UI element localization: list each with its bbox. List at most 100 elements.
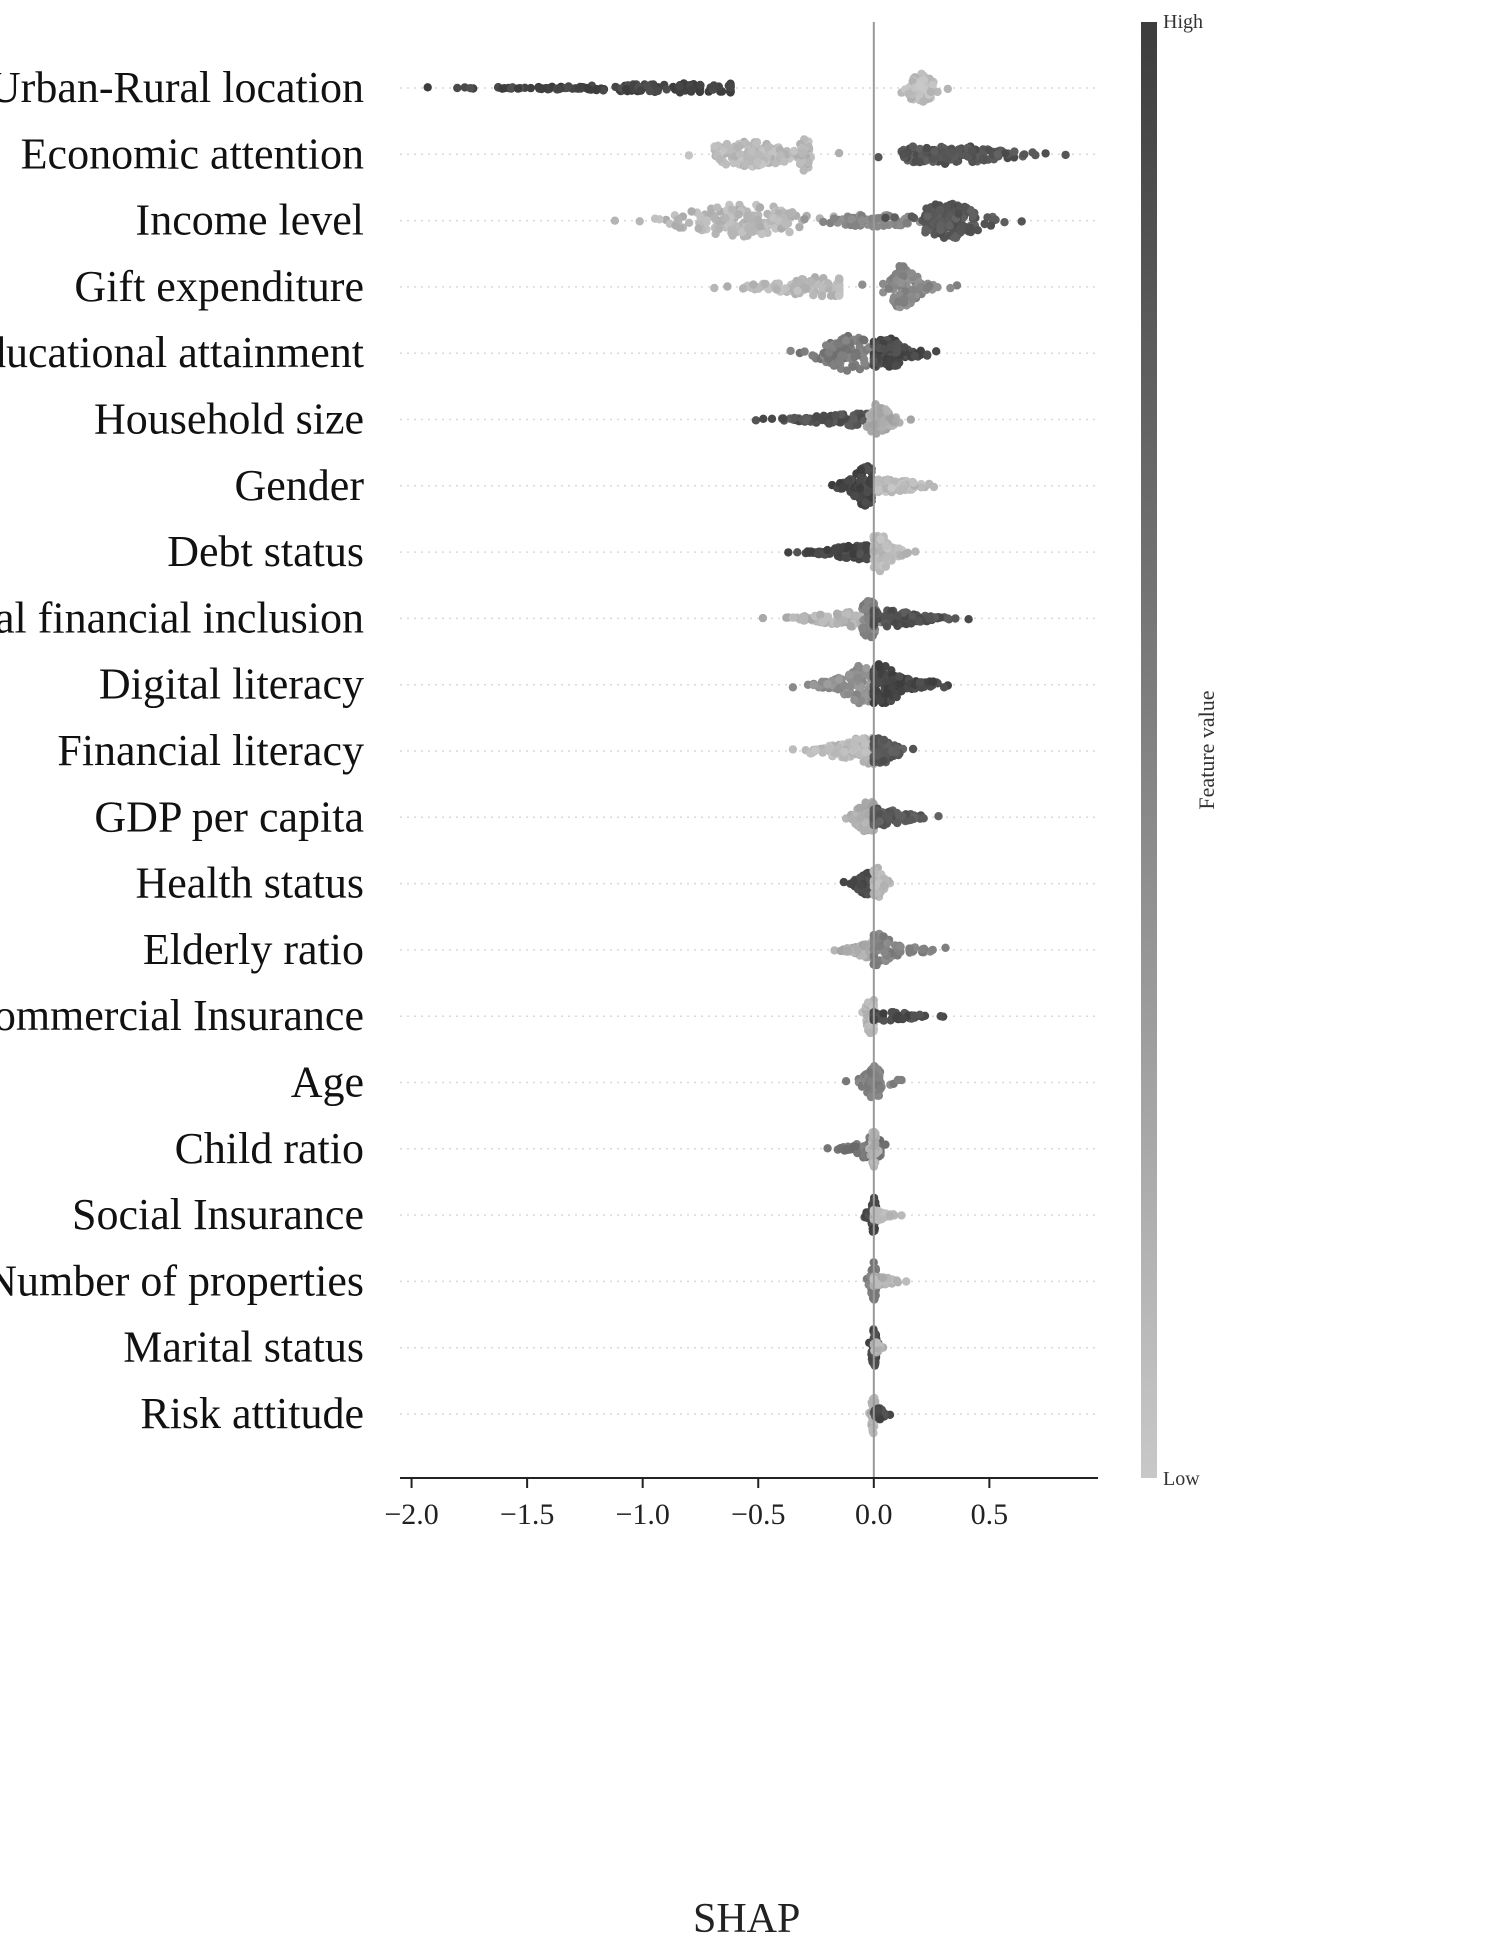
shap-point xyxy=(909,478,918,487)
feature-label: Digital literacy xyxy=(99,660,364,709)
feature-label: Social Insurance xyxy=(72,1190,364,1239)
shap-point xyxy=(859,951,868,960)
shap-point xyxy=(917,483,926,492)
shap-point xyxy=(941,943,950,952)
shap-point xyxy=(781,219,790,228)
shap-point xyxy=(878,419,888,428)
colorbar-gradient xyxy=(1141,22,1157,1478)
feature-label: Financial literacy xyxy=(57,726,364,775)
shap-point xyxy=(753,158,762,167)
shap-point xyxy=(909,142,918,152)
shap-point xyxy=(842,366,852,375)
shap-point xyxy=(853,673,863,682)
shap-point xyxy=(911,547,920,556)
shap-point xyxy=(824,419,834,428)
shap-point xyxy=(819,217,828,227)
shap-point xyxy=(849,549,858,559)
shap-point xyxy=(966,223,975,232)
shap-point xyxy=(891,748,901,757)
shap-point xyxy=(746,215,755,224)
shap-point xyxy=(733,143,742,152)
shap-point xyxy=(874,153,883,162)
shap-point xyxy=(968,211,977,221)
shap-point xyxy=(939,683,949,692)
shap-point xyxy=(861,748,870,757)
shap-point xyxy=(842,336,851,345)
shap-point xyxy=(526,83,535,93)
shap-point xyxy=(935,205,945,215)
shap-point xyxy=(922,143,931,153)
shap-point xyxy=(834,284,844,293)
shap-point xyxy=(758,613,768,623)
colorbar: High Low Feature value xyxy=(1141,11,1219,1490)
shap-point xyxy=(824,348,834,357)
shap-point xyxy=(710,142,719,151)
shap-point xyxy=(755,222,765,231)
shap-point xyxy=(928,80,937,90)
shap-point xyxy=(798,148,807,158)
shap-point xyxy=(894,544,904,553)
shap-point xyxy=(662,85,671,94)
shap-point xyxy=(844,476,853,486)
shap-point xyxy=(853,1148,862,1158)
shap-point xyxy=(900,294,909,303)
shap-point xyxy=(635,217,644,226)
shap-point xyxy=(841,1077,851,1086)
shap-point xyxy=(862,555,872,564)
shap-point xyxy=(684,151,694,160)
shap-point xyxy=(879,735,889,745)
shap-point xyxy=(932,347,941,356)
shap-point xyxy=(800,347,809,356)
shap-point xyxy=(854,661,863,671)
shap-point xyxy=(871,560,880,570)
shap-point xyxy=(991,215,1000,224)
shap-point xyxy=(771,224,780,233)
shap-point xyxy=(908,294,917,304)
shap-point xyxy=(817,282,827,292)
shap-point xyxy=(643,81,652,91)
shap-point xyxy=(887,607,896,616)
shap-point xyxy=(855,873,865,882)
shap-point xyxy=(880,881,889,890)
shap-point xyxy=(695,80,705,90)
shap-point xyxy=(879,1009,888,1018)
shap-point xyxy=(867,214,877,223)
shap-point xyxy=(784,548,793,557)
shap-point xyxy=(749,280,758,289)
shap-point xyxy=(904,89,913,99)
shap-point xyxy=(907,815,916,824)
shap-point xyxy=(879,756,888,765)
shap-point xyxy=(863,998,873,1007)
shap-point xyxy=(813,549,823,559)
shap-point xyxy=(942,202,951,211)
shap-point xyxy=(834,148,844,158)
shap-point xyxy=(818,415,827,425)
shap-point xyxy=(856,465,866,474)
shap-point xyxy=(850,491,859,501)
shap-point xyxy=(893,339,902,348)
shap-point xyxy=(843,689,853,699)
shap-point xyxy=(834,358,843,368)
shap-point xyxy=(696,213,705,222)
shap-point xyxy=(862,664,871,673)
shap-point xyxy=(611,82,620,92)
shap-point xyxy=(900,343,909,352)
shap-point xyxy=(884,284,893,293)
shap-point xyxy=(780,157,789,166)
shap-point xyxy=(842,947,851,956)
shap-point xyxy=(943,614,952,623)
shap-point xyxy=(943,84,952,94)
shap-point xyxy=(776,151,785,160)
shap-point xyxy=(896,811,905,820)
shap-point xyxy=(687,85,696,94)
shap-point xyxy=(896,278,905,287)
shap-point xyxy=(684,218,694,227)
shap-point xyxy=(880,220,889,230)
shap-point xyxy=(818,748,827,757)
shap-point xyxy=(875,1414,885,1424)
shap-point xyxy=(887,483,896,493)
shap-point xyxy=(863,487,872,497)
shap-point xyxy=(899,262,908,271)
shap-point xyxy=(879,932,888,941)
feature-label: Health status xyxy=(135,859,364,908)
